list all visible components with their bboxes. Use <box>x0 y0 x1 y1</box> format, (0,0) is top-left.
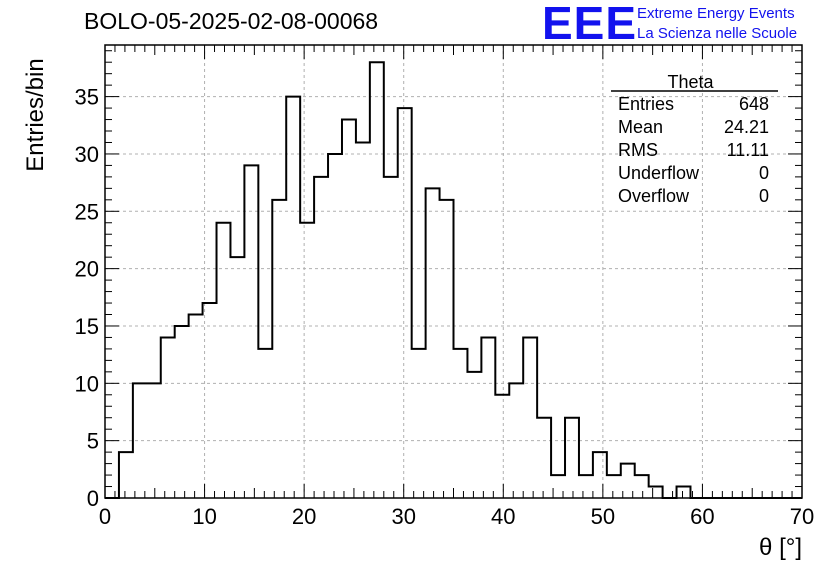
histogram-bin <box>147 383 161 498</box>
histogram-bin <box>300 223 314 498</box>
stats-value: 648 <box>739 94 769 114</box>
histogram-bin <box>412 349 426 498</box>
y-tick-label: 25 <box>75 199 99 224</box>
histogram-bars <box>105 61 802 499</box>
histogram-bin <box>244 165 258 498</box>
histogram-bin <box>398 108 412 498</box>
histogram-bin <box>314 177 328 498</box>
histogram-bin <box>593 452 607 498</box>
histogram-bin <box>272 200 286 498</box>
histogram-bin <box>384 177 398 498</box>
tick-labels: 0 10 20 30 40 50 60 70 0 5 10 15 20 25 30 35 <box>75 85 815 529</box>
histogram-bin <box>649 487 663 498</box>
histogram-bin <box>230 257 244 498</box>
chart-title: BOLO-05-2025-02-08-00068 <box>84 8 379 34</box>
y-tick-label: 5 <box>87 429 99 454</box>
y-tick-label: 30 <box>75 142 99 167</box>
histogram-bin <box>203 303 217 498</box>
stats-value: 11.11 <box>727 140 769 160</box>
histogram-bin <box>509 383 523 498</box>
histogram-bin <box>370 62 384 498</box>
histogram-outline <box>105 61 802 499</box>
stats-value: 24.21 <box>724 117 769 137</box>
histogram-bin <box>495 395 509 498</box>
x-tick-label: 20 <box>292 504 316 529</box>
histogram-bin <box>161 337 175 498</box>
x-tick-label: 40 <box>491 504 515 529</box>
y-tick-label: 20 <box>75 257 99 282</box>
histogram-bin <box>133 383 147 498</box>
axis-ticks <box>104 45 803 499</box>
histogram-bin <box>677 487 691 498</box>
x-axis-label: θ [°] <box>759 534 802 561</box>
stats-label: RMS <box>618 140 658 160</box>
histogram-bin <box>481 337 495 498</box>
histogram-bin <box>328 154 342 498</box>
y-tick-label: 0 <box>87 486 99 511</box>
x-tick-label: 70 <box>790 504 814 529</box>
logo-line-2: La Scienza nelle Scuole <box>637 25 798 42</box>
stats-title: Theta <box>667 72 714 92</box>
histogram-bin <box>342 120 356 498</box>
histogram-bin <box>523 337 537 498</box>
y-tick-label: 35 <box>75 85 99 110</box>
histogram-bin <box>579 475 593 498</box>
stats-label: Underflow <box>618 163 700 183</box>
histogram-bin <box>565 418 579 498</box>
logo-line-1: Extreme Energy Events <box>637 5 795 22</box>
x-tick-label: 10 <box>192 504 216 529</box>
stats-label: Mean <box>618 117 663 137</box>
stats-label: Entries <box>618 94 674 114</box>
stats-label: Overflow <box>618 186 690 206</box>
logo-mark: EEE <box>542 0 638 49</box>
histogram-bin <box>189 315 203 498</box>
histogram-bin <box>440 200 454 498</box>
y-tick-label: 10 <box>75 371 99 396</box>
histogram-bin <box>635 475 649 498</box>
y-tick-label: 15 <box>75 314 99 339</box>
histogram-bin <box>119 452 133 498</box>
x-tick-label: 30 <box>391 504 415 529</box>
histogram-bin <box>356 142 370 498</box>
histogram-bin <box>217 223 231 498</box>
stats-value: 0 <box>759 186 769 206</box>
histogram-bin <box>426 188 440 498</box>
histogram-bin <box>467 372 481 498</box>
histogram-bin <box>175 326 189 498</box>
histogram-bin <box>454 349 468 498</box>
x-tick-label: 0 <box>99 504 111 529</box>
histogram-bin <box>286 97 300 498</box>
stats-value: 0 <box>759 163 769 183</box>
histogram-bin <box>537 418 551 498</box>
x-tick-label: 50 <box>591 504 615 529</box>
histogram-bin <box>607 475 621 498</box>
x-tick-label: 60 <box>690 504 714 529</box>
histogram-bin <box>258 349 272 498</box>
